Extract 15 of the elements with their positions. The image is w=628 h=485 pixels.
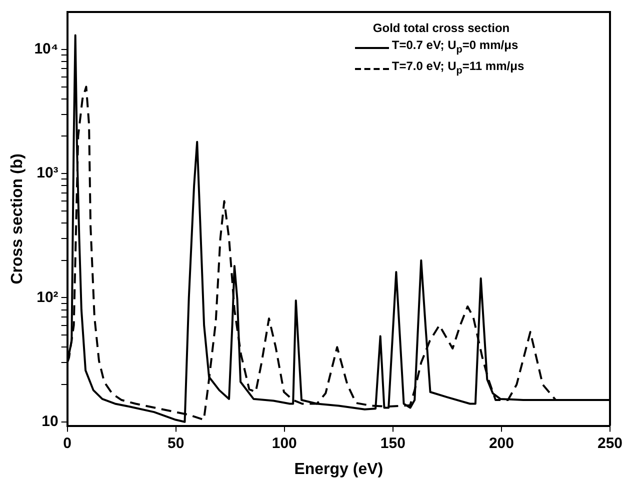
x-tick-label: 50 bbox=[168, 434, 184, 452]
y-axis-title: Cross section (b) bbox=[9, 154, 26, 284]
x-tick-label: 150 bbox=[380, 434, 406, 452]
y-tick-label: 10² bbox=[36, 288, 58, 306]
y-tick-label: 10³ bbox=[36, 164, 58, 182]
x-tick-label: 250 bbox=[597, 434, 623, 452]
y-tick-label: 10⁴ bbox=[34, 40, 58, 58]
x-axis-title: Energy (eV) bbox=[294, 460, 384, 478]
legend-label: T=7.0 eV; U$_{p}$=11 mm/μs bbox=[392, 58, 524, 79]
legend-label: T=0.7 eV; U$_{p}$=0 mm/μs bbox=[392, 37, 518, 58]
x-tick-label: 100 bbox=[272, 434, 297, 452]
x-tick-label: 200 bbox=[488, 434, 514, 452]
legend-title: Gold total cross section bbox=[372, 20, 511, 37]
y-tick-label: 10 bbox=[42, 413, 58, 430]
x-tick-label: 0 bbox=[63, 434, 72, 452]
